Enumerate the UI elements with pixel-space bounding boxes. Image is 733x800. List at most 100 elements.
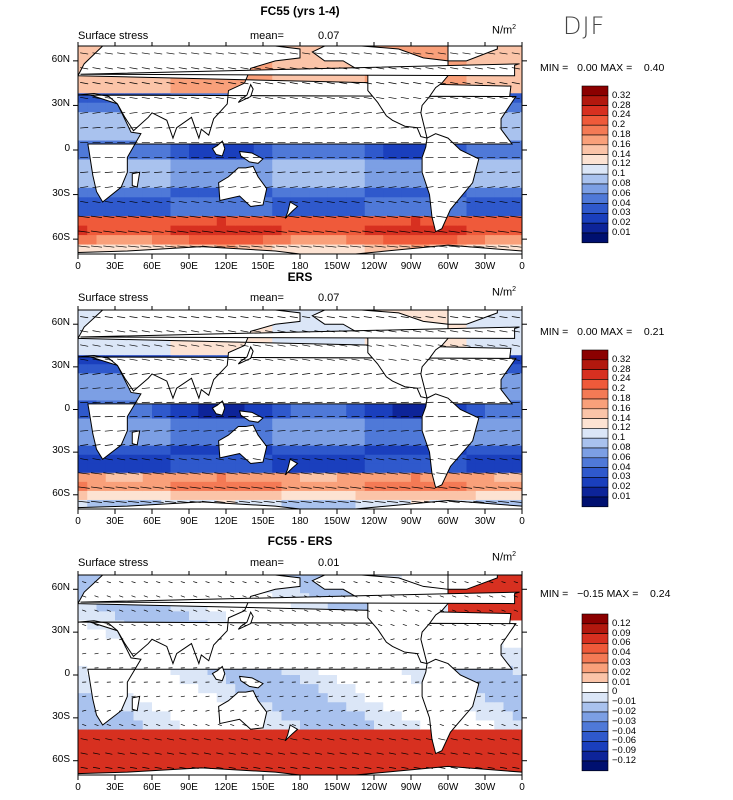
stress-vector [328, 723, 333, 727]
stress-vector [474, 186, 483, 189]
field-cell [115, 74, 125, 85]
stress-vector [152, 486, 164, 489]
field-cell [512, 159, 522, 170]
field-cell [401, 463, 412, 474]
field-cell [207, 729, 218, 740]
stress-vector [349, 472, 362, 475]
stress-vector [376, 752, 384, 755]
field-cell [87, 620, 97, 631]
stress-vector [460, 215, 473, 218]
colorbar-label: 0.06 [612, 187, 631, 199]
field-cell [170, 675, 181, 685]
stress-vector [217, 609, 222, 612]
field-cell [457, 225, 467, 236]
field-cell [78, 472, 88, 483]
colorbar-2 [581, 349, 609, 508]
field-cell [327, 159, 338, 170]
field-cell [309, 729, 319, 740]
field-cell [503, 647, 514, 658]
stress-vector [141, 373, 150, 375]
stress-vector [279, 652, 284, 655]
stress-vector [363, 330, 372, 333]
field-cell [290, 140, 301, 151]
field-cell [78, 765, 88, 775]
field-cell [253, 684, 264, 694]
field-cell [494, 481, 504, 492]
field-cell [346, 684, 356, 694]
field-cell [318, 729, 329, 740]
stress-vector [82, 609, 87, 612]
field-cell [226, 684, 236, 694]
field-cell [401, 310, 412, 320]
stress-vector [378, 695, 383, 698]
field-cell [392, 445, 403, 456]
field-cell [420, 490, 430, 501]
field-cell [503, 575, 514, 585]
field-cell [272, 702, 282, 712]
field-cell [392, 436, 403, 447]
field-cell [161, 720, 171, 731]
field-cell [401, 702, 412, 712]
stress-vector [240, 766, 249, 769]
stress-vector [427, 638, 432, 641]
field-cell [179, 178, 190, 189]
field-cell [133, 346, 144, 356]
field-cell [189, 150, 199, 160]
stress-vector [413, 127, 422, 129]
field-cell [244, 684, 255, 694]
colorbar-label: 0.06 [612, 451, 631, 463]
field-cell [189, 675, 199, 685]
field-cell [96, 382, 107, 392]
field-cell [494, 427, 504, 438]
field-cell [512, 310, 522, 320]
stress-vector [80, 752, 88, 755]
field-cell [300, 665, 310, 676]
stress-vector [191, 111, 200, 114]
field-cell [374, 702, 384, 712]
field-cell [78, 418, 88, 429]
field-cell [300, 319, 310, 329]
stress-vector [499, 111, 508, 114]
field-cell [124, 337, 134, 347]
season-label: DJF [563, 12, 606, 40]
stress-vector [252, 444, 261, 446]
stress-vector [193, 609, 198, 612]
stress-vector [80, 358, 89, 361]
stress-vector [302, 344, 311, 347]
field-cell [374, 463, 384, 474]
stress-vector [164, 472, 177, 475]
stress-vector [267, 709, 272, 712]
field-cell [438, 575, 449, 585]
field-cell [161, 206, 171, 217]
field-cell [133, 216, 144, 227]
stress-vector [140, 500, 152, 503]
field-cell [189, 400, 199, 410]
colorbar-label: −0.02 [612, 706, 637, 717]
field-cell [485, 206, 495, 217]
field-cell [355, 481, 366, 492]
stress-vector [510, 486, 522, 489]
field-cell [383, 463, 393, 474]
field-cell [327, 178, 338, 189]
field-cell [189, 611, 199, 621]
stress-vector [131, 581, 136, 584]
stress-vector [277, 82, 286, 85]
stress-vector [316, 581, 321, 584]
field-cell [494, 711, 504, 721]
colorbar-swatch [581, 701, 609, 713]
field-cell [401, 168, 412, 179]
stress-vector [511, 67, 520, 70]
stress-vector [156, 595, 161, 598]
stress-vector [288, 230, 300, 233]
field-cell [485, 140, 495, 151]
field-cell [235, 206, 245, 217]
panel3-minmax: MIN = −0.15 MAX = 0.24 [540, 588, 671, 600]
stress-vector [106, 595, 111, 598]
field-cell [494, 319, 504, 329]
stress-vector [180, 595, 185, 598]
stress-vector [252, 67, 261, 70]
stress-vector [304, 623, 309, 627]
field-cell [152, 400, 162, 410]
stress-vector [106, 723, 111, 727]
field-cell [216, 481, 227, 492]
